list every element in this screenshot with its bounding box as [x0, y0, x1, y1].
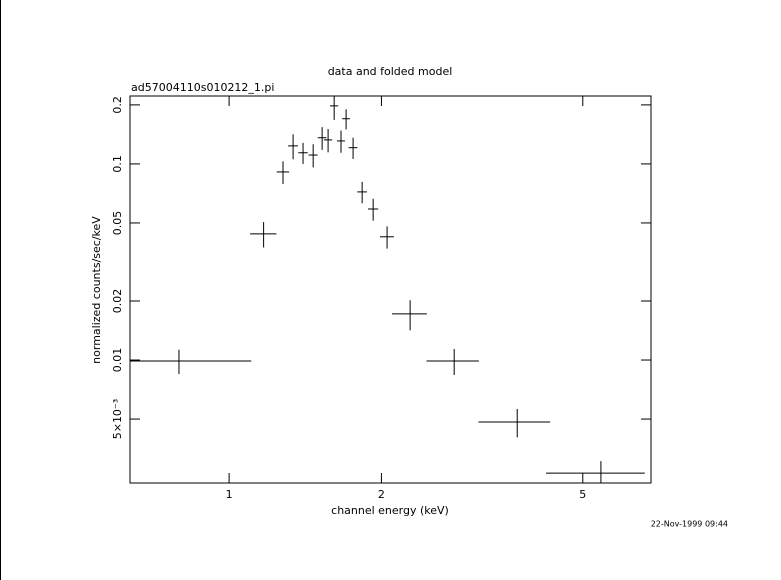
x-tick-label: 1	[226, 488, 233, 501]
y-tick-label: 0.05	[111, 211, 124, 236]
x-axis-label: channel energy (keV)	[331, 504, 449, 517]
timestamp: 22-Nov-1999 09:44	[651, 520, 728, 529]
x-tick-label: 5	[579, 488, 586, 501]
y-tick-label: 0.02	[111, 289, 124, 314]
chart-subtitle: ad57004110s010212_1.pi	[131, 81, 274, 94]
plot-frame	[129, 95, 652, 484]
x-tick-label: 2	[378, 488, 385, 501]
y-tick-label: 0.01	[111, 348, 124, 373]
y-tick-label: 5×10⁻³	[111, 399, 124, 439]
chart-title: data and folded model	[328, 65, 453, 78]
y-tick-label: 0.1	[111, 155, 124, 173]
y-axis-label: normalized counts/sec/keV	[90, 216, 103, 364]
y-tick-label: 0.2	[111, 96, 124, 114]
